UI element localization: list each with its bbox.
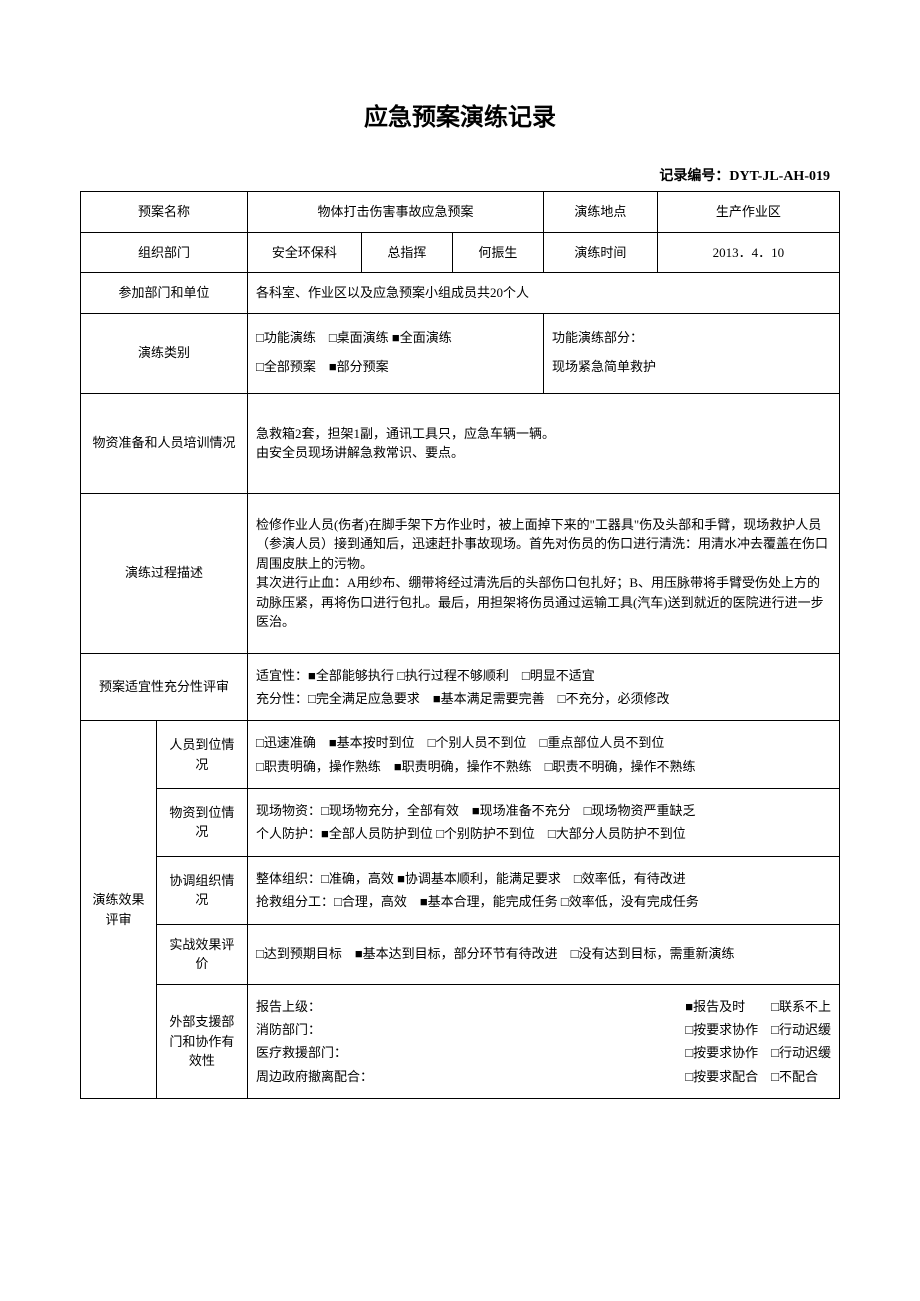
plan-name-value: 物体打击伤害事故应急预案: [247, 192, 543, 233]
personnel-label: 人员到位情况: [156, 721, 247, 789]
page-title: 应急预案演练记录: [80, 100, 840, 136]
commander-value: 何振生: [452, 232, 543, 273]
support-left: 报告上级： 消防部门： 医疗救援部门： 周边政府撤离配合：: [256, 995, 675, 1089]
participants-value: 各科室、作业区以及应急预案小组成员共20个人: [247, 273, 839, 314]
personnel-value: □迅速准确 ■基本按时到位 □个别人员不到位 □重点部位人员不到位 □职责明确，…: [247, 721, 839, 789]
support-label: 外部支援部门和协作有效性: [156, 984, 247, 1099]
eval-group-label: 演练效果评审: [81, 721, 157, 1099]
table-row: 演练类别 □功能演练 □桌面演练 ■全面演练 □全部预案 ■部分预案 功能演练部…: [81, 313, 840, 393]
table-row: 演练过程描述 检修作业人员(伤者)在脚手架下方作业时，被上面掉下来的"工器具"伤…: [81, 493, 840, 653]
table-row: 协调组织情况 整体组织：□准确，高效 ■协调基本顺利，能满足要求 □效率低，有待…: [81, 856, 840, 924]
record-number: 记录编号：DYT-JL-AH-019: [80, 166, 840, 187]
process-value: 检修作业人员(伤者)在脚手架下方作业时，被上面掉下来的"工器具"伤及头部和手臂，…: [247, 493, 839, 653]
table-row: 物资到位情况 现场物资：□现场物充分，全部有效 ■现场准备不充分 □现场物资严重…: [81, 789, 840, 857]
drill-type-value: □功能演练 □桌面演练 ■全面演练 □全部预案 ■部分预案: [247, 313, 543, 393]
org-dept-label: 组织部门: [81, 232, 248, 273]
drill-type-label: 演练类别: [81, 313, 248, 393]
effect-label: 实战效果评价: [156, 924, 247, 984]
drill-time-label: 演练时间: [543, 232, 657, 273]
prep-label: 物资准备和人员培训情况: [81, 393, 248, 493]
org-dept-value: 安全环保科: [247, 232, 361, 273]
process-label: 演练过程描述: [81, 493, 248, 653]
drill-type-right: 功能演练部分： 现场紧急简单救护: [543, 313, 839, 393]
table-row: 外部支援部门和协作有效性 报告上级： 消防部门： 医疗救援部门： 周边政府撤离配…: [81, 984, 840, 1099]
drill-time-value: 2013．4．10: [657, 232, 839, 273]
materials-label: 物资到位情况: [156, 789, 247, 857]
plan-name-label: 预案名称: [81, 192, 248, 233]
table-row: 参加部门和单位 各科室、作业区以及应急预案小组成员共20个人: [81, 273, 840, 314]
table-row: 实战效果评价 □达到预期目标 ■基本达到目标，部分环节有待改进 □没有达到目标，…: [81, 924, 840, 984]
participants-label: 参加部门和单位: [81, 273, 248, 314]
table-row: 预案名称 物体打击伤害事故应急预案 演练地点 生产作业区: [81, 192, 840, 233]
coord-label: 协调组织情况: [156, 856, 247, 924]
effect-value: □达到预期目标 ■基本达到目标，部分环节有待改进 □没有达到目标，需重新演练: [247, 924, 839, 984]
table-row: 组织部门 安全环保科 总指挥 何振生 演练时间 2013．4．10: [81, 232, 840, 273]
adequacy-value: 适宜性：■全部能够执行 □执行过程不够顺利 □明显不适宜 充分性：□完全满足应急…: [247, 653, 839, 721]
adequacy-label: 预案适宜性充分性评审: [81, 653, 248, 721]
coord-value: 整体组织：□准确，高效 ■协调基本顺利，能满足要求 □效率低，有待改进 抢救组分…: [247, 856, 839, 924]
materials-value: 现场物资：□现场物充分，全部有效 ■现场准备不充分 □现场物资严重缺乏 个人防护…: [247, 789, 839, 857]
prep-value: 急救箱2套，担架1副，通讯工具只，应急车辆一辆。 由安全员现场讲解急救常识、要点…: [247, 393, 839, 493]
support-value-cell: 报告上级： 消防部门： 医疗救援部门： 周边政府撤离配合： ■报告及时 □联系不…: [247, 984, 839, 1099]
table-row: 预案适宜性充分性评审 适宜性：■全部能够执行 □执行过程不够顺利 □明显不适宜 …: [81, 653, 840, 721]
drill-location-value: 生产作业区: [657, 192, 839, 233]
table-row: 物资准备和人员培训情况 急救箱2套，担架1副，通讯工具只，应急车辆一辆。 由安全…: [81, 393, 840, 493]
drill-location-label: 演练地点: [543, 192, 657, 233]
table-row: 演练效果评审 人员到位情况 □迅速准确 ■基本按时到位 □个别人员不到位 □重点…: [81, 721, 840, 789]
support-right: ■报告及时 □联系不上 □按要求协作 □行动迟缓 □按要求协作 □行动迟缓 □按…: [685, 995, 831, 1089]
commander-label: 总指挥: [361, 232, 452, 273]
drill-record-table: 预案名称 物体打击伤害事故应急预案 演练地点 生产作业区 组织部门 安全环保科 …: [80, 191, 840, 1099]
